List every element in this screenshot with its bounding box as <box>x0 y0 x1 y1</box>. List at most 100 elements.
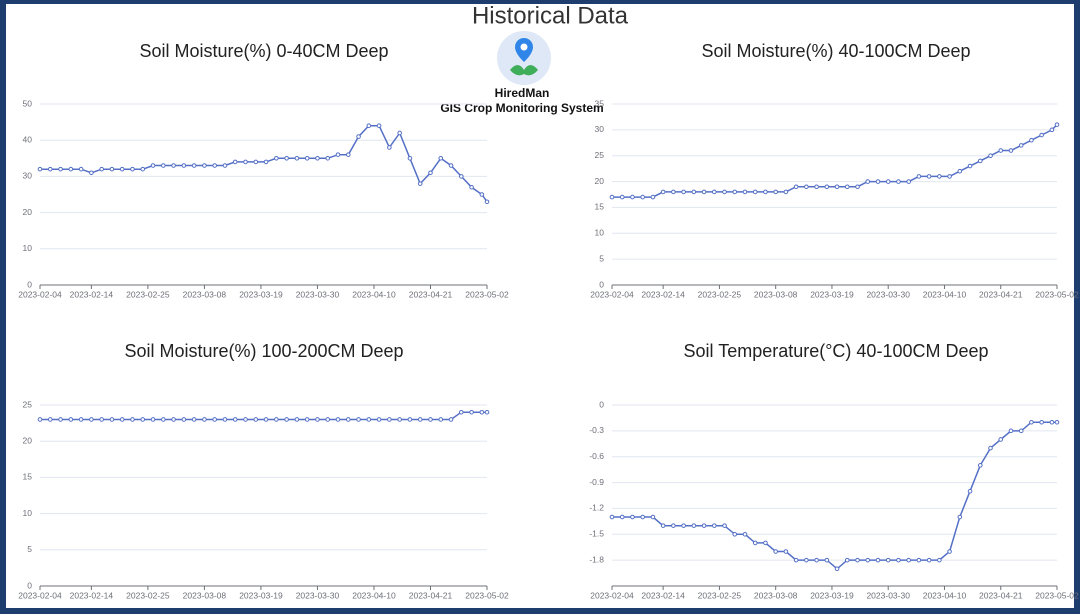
data-point <box>671 189 676 195</box>
x-tick-label: 2023-03-08 <box>754 590 798 600</box>
data-point <box>640 514 645 520</box>
data-point <box>202 417 207 422</box>
data-point <box>609 514 615 520</box>
y-tick-label: 10 <box>23 243 33 253</box>
data-point <box>865 557 871 563</box>
data-point <box>804 184 809 190</box>
data-point <box>387 417 392 422</box>
data-point <box>1029 419 1034 425</box>
data-point <box>417 181 423 186</box>
logo-leaves <box>510 65 538 76</box>
data-point <box>479 192 485 197</box>
data-point <box>366 417 372 422</box>
data-point <box>181 163 187 168</box>
x-tick-label: 2023-05-02 <box>1035 289 1079 299</box>
data-point <box>459 174 464 179</box>
data-point <box>783 189 789 195</box>
data-point <box>459 409 464 415</box>
data-point <box>417 417 423 422</box>
data-point <box>397 417 402 422</box>
data-point <box>171 417 176 422</box>
data-point <box>99 166 104 172</box>
y-tick-label: -0.6 <box>589 451 604 461</box>
data-point <box>315 156 320 161</box>
data-point <box>397 130 402 136</box>
y-tick-label: 25 <box>595 150 605 160</box>
y-tick-label: 0 <box>599 279 604 289</box>
data-point <box>701 523 707 528</box>
data-point <box>906 557 911 563</box>
data-point <box>89 417 94 422</box>
x-tick-label: 2023-04-21 <box>979 590 1023 600</box>
data-point <box>793 184 799 190</box>
data-point <box>773 189 778 195</box>
y-tick-label: 5 <box>599 253 604 263</box>
x-tick-label: 2023-02-04 <box>590 289 634 299</box>
y-tick-label: 35 <box>595 98 605 108</box>
data-point <box>988 445 993 451</box>
data-point <box>37 417 43 422</box>
data-point <box>885 179 891 184</box>
data-point <box>181 417 187 422</box>
data-point <box>99 417 104 422</box>
x-tick-label: 2023-04-10 <box>352 590 396 600</box>
data-point <box>711 523 717 528</box>
data-point <box>619 514 625 520</box>
panel <box>6 4 1074 608</box>
x-tick-label: 2023-03-19 <box>810 590 854 600</box>
data-point <box>926 174 932 179</box>
data-point <box>191 417 197 422</box>
data-point <box>773 549 778 554</box>
page-title: Historical Data <box>472 2 629 29</box>
x-tick-label: 2023-04-21 <box>409 289 453 299</box>
data-point <box>130 166 135 172</box>
data-point <box>68 417 74 422</box>
data-point <box>150 163 156 168</box>
logo <box>497 31 551 85</box>
data-point <box>325 417 331 422</box>
data-point <box>998 437 1004 442</box>
data-point <box>793 557 799 563</box>
data-point <box>335 152 341 157</box>
data-point <box>232 159 238 165</box>
chart-title: Soil Moisture(%) 40-100CM Deep <box>701 41 970 61</box>
data-point <box>1008 428 1014 434</box>
data-point <box>356 417 361 422</box>
data-point <box>701 189 707 195</box>
data-point <box>855 557 860 563</box>
data-point <box>1054 419 1060 425</box>
y-tick-label: 0 <box>27 580 32 590</box>
data-point <box>1054 122 1060 127</box>
data-point <box>130 417 135 422</box>
y-tick-label: 5 <box>27 544 32 554</box>
y-tick-label: -1.2 <box>589 503 604 513</box>
x-tick-label: 2023-02-25 <box>698 289 742 299</box>
data-point <box>58 417 63 422</box>
chart-title: Soil Moisture(%) 100-200CM Deep <box>124 341 403 361</box>
x-tick-label: 2023-03-08 <box>183 289 227 299</box>
data-point <box>47 417 53 422</box>
x-tick-label: 2023-03-30 <box>296 590 340 600</box>
data-point <box>438 417 444 422</box>
data-point <box>916 174 922 179</box>
data-point <box>988 153 993 159</box>
y-tick-label: 20 <box>23 435 33 445</box>
y-tick-label: 15 <box>23 472 33 482</box>
data-point <box>243 417 248 422</box>
x-tick-label: 2023-04-21 <box>409 590 453 600</box>
data-point <box>448 163 454 168</box>
data-point <box>844 557 850 563</box>
data-point <box>906 179 911 184</box>
data-point <box>428 170 433 176</box>
data-point <box>119 166 125 172</box>
data-point <box>885 557 891 563</box>
x-tick-label: 2023-02-25 <box>698 590 742 600</box>
x-tick-label: 2023-04-10 <box>923 289 967 299</box>
x-tick-label: 2023-03-19 <box>810 289 854 299</box>
data-point <box>742 531 748 537</box>
data-point <box>722 523 727 528</box>
data-point <box>161 163 166 168</box>
data-point <box>967 163 973 169</box>
x-tick-label: 2023-03-08 <box>183 590 227 600</box>
data-point <box>691 523 697 528</box>
